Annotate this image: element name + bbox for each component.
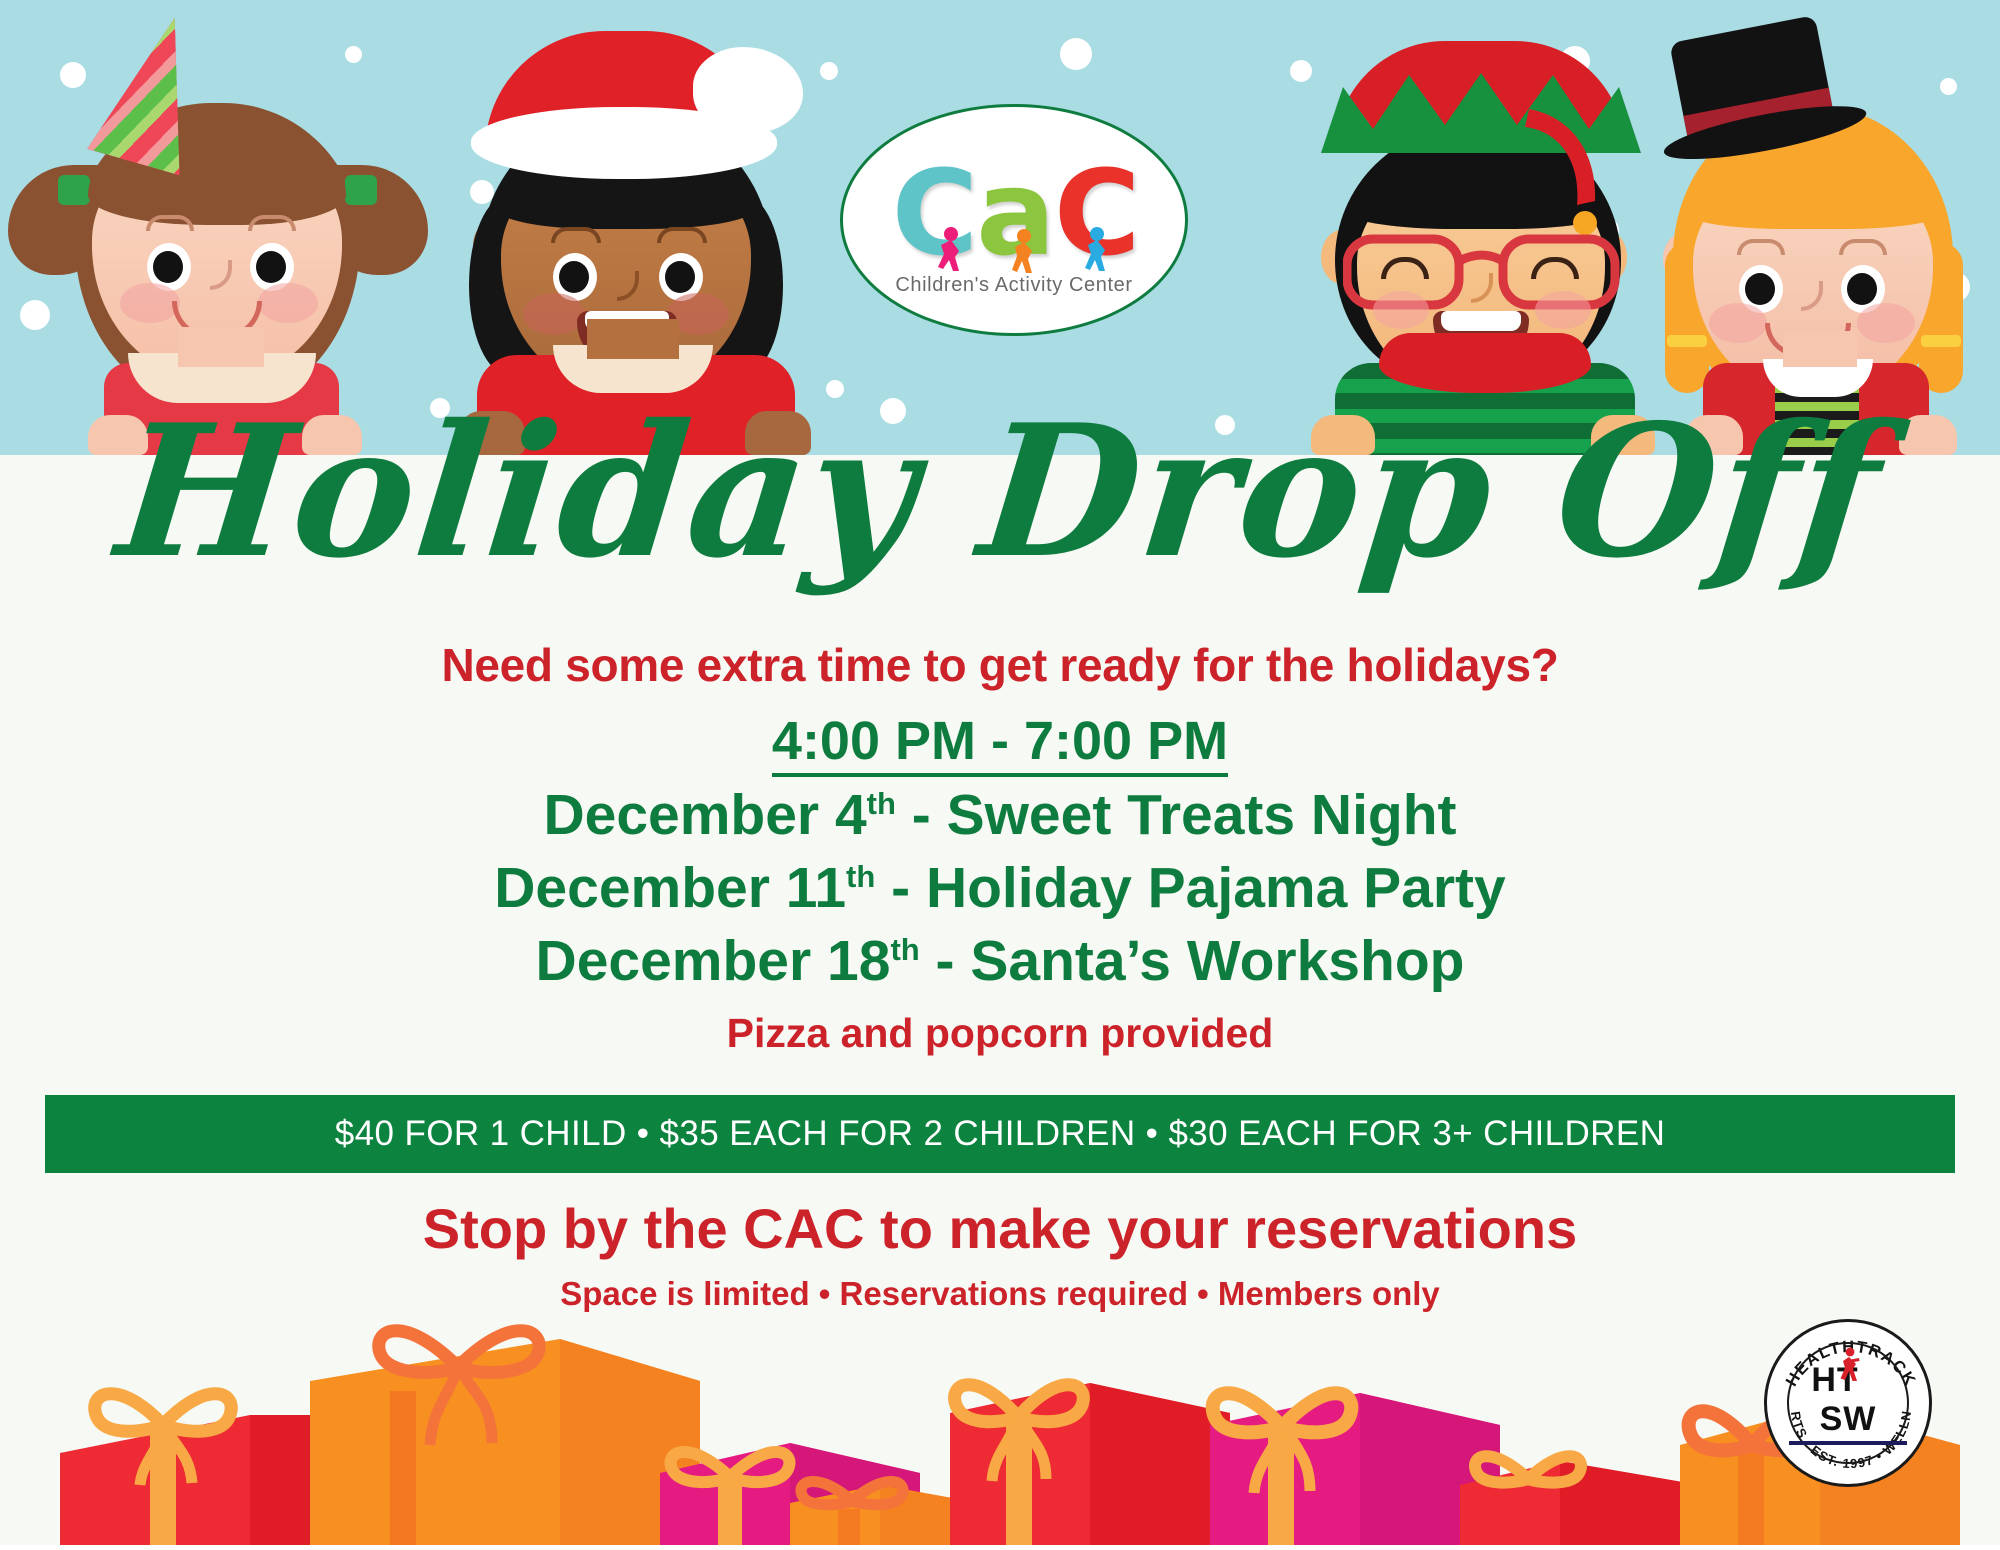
date-3-month: December [535, 929, 828, 993]
boy-silhouette-icon [1009, 229, 1039, 279]
date-3-rest: - Santa’s Workshop [919, 929, 1465, 993]
healthtrack-wordmark: HTSW [1789, 1347, 1907, 1439]
cac-letter-a: a [976, 143, 1056, 282]
date-3-day: 18 [827, 929, 891, 993]
date-1-rest: - Sweet Treats Night [895, 783, 1457, 847]
event-date-2: December 11th - Holiday Pajama Party [0, 855, 2000, 921]
cta-headline: Stop by the CAC to make your reservation… [422, 1197, 1578, 1260]
character-girl-party-hat [8, 4, 440, 455]
healthtrack-inner-ring: HTSW [1787, 1342, 1909, 1464]
character-boy-elf-hat [1285, 15, 1685, 455]
gift-magenta-right [1205, 1386, 1500, 1545]
gift-orange-center [310, 1324, 700, 1545]
healthtrack-center: HTSW [1789, 1347, 1907, 1445]
cac-letter-c1: C [891, 143, 979, 282]
date-2-month: December [494, 856, 786, 920]
date-1-ordinal: th [866, 786, 896, 821]
subtitle: Need some extra time to get ready for th… [441, 639, 1559, 691]
date-3-ordinal: th [890, 932, 920, 967]
gift-boxes-illustration [0, 1295, 2000, 1545]
runner-icon [1835, 1347, 1861, 1387]
date-2-day: 11 [785, 856, 847, 920]
cac-tagline: Children's Activity Center [895, 273, 1133, 296]
food-note: Pizza and popcorn provided [726, 1010, 1274, 1056]
girl-silhouette-icon [935, 227, 965, 279]
pricing-text: $40 FOR 1 CHILD • $35 EACH FOR 2 CHILDRE… [334, 1114, 1666, 1153]
character-girl-top-hat [1645, 15, 1995, 455]
cac-logo: C a C [840, 104, 1188, 336]
character-boy-santa-hat [435, 15, 835, 455]
gift-red-right [1460, 1450, 1700, 1545]
healthtrack-underline [1789, 1441, 1907, 1445]
gift-red-center [948, 1378, 1230, 1545]
healthtrack-logo: HEALTHTRACK SPORTS • EST. 1997 • WELLNES… [1764, 1319, 1932, 1487]
header-banner: C a C [0, 0, 2000, 455]
event-date-1: December 4th - Sweet Treats Night [0, 782, 2000, 848]
event-date-3: December 18th - Santa’s Workshop [0, 928, 2000, 994]
page-title: Holiday Drop Off [109, 384, 1891, 598]
date-2-ordinal: th [846, 859, 876, 894]
date-1-month: December [543, 783, 835, 847]
date-1-day: 4 [834, 783, 867, 847]
child-silhouette-icon [1083, 227, 1111, 277]
event-time-text: 4:00 PM - 7:00 PM [771, 711, 1229, 777]
event-time: 4:00 PM - 7:00 PM [0, 710, 2000, 777]
fineprint: Space is limited • Reservations required… [560, 1275, 1440, 1312]
date-2-rest: - Holiday Pajama Party [875, 856, 1506, 920]
ht-right: SW [1819, 1400, 1877, 1438]
cac-letters: C a C [891, 143, 1141, 282]
pricing-banner: $40 FOR 1 CHILD • $35 EACH FOR 2 CHILDRE… [45, 1095, 1955, 1173]
